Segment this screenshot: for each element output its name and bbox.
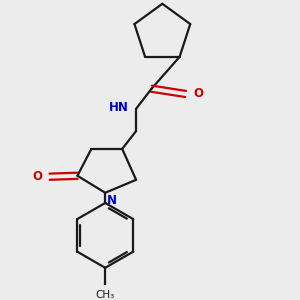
Text: O: O (33, 169, 43, 183)
Text: N: N (107, 194, 117, 207)
Text: O: O (193, 87, 203, 100)
Text: HN: HN (109, 101, 128, 114)
Text: CH₃: CH₃ (96, 290, 115, 300)
